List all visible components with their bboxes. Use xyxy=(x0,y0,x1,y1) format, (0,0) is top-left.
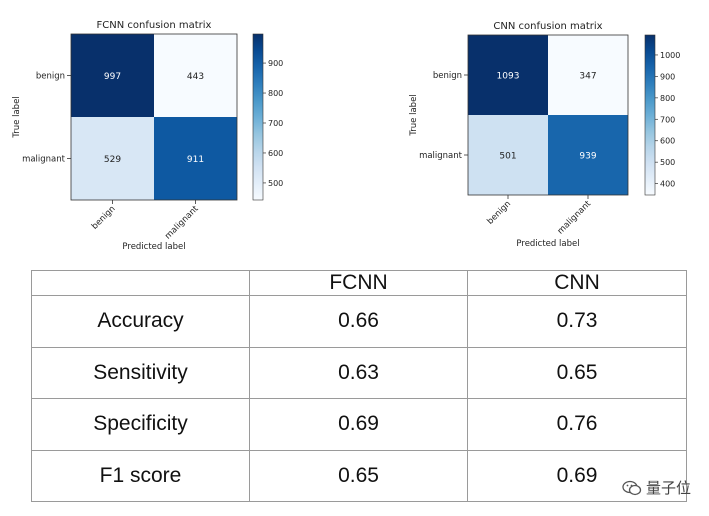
cell-value: 939 xyxy=(579,152,596,162)
table-row: F1 score 0.65 0.69 xyxy=(31,449,687,502)
metric-name: Accuracy xyxy=(31,295,250,348)
metric-name: Specificity xyxy=(31,398,250,451)
table-header-cell: CNN xyxy=(467,270,687,296)
cnn-confusion-matrix: CNN confusion matrix 1093 347 501 939 benign m… xyxy=(409,21,680,249)
y-axis-label: True label xyxy=(12,96,22,138)
chart-title: FCNN confusion matrix xyxy=(97,20,212,31)
table-row: Sensitivity 0.63 0.65 xyxy=(31,346,687,399)
matrix-cell xyxy=(468,35,548,115)
cell-value: 443 xyxy=(187,72,204,82)
fcnn-value: 0.66 xyxy=(249,295,468,348)
metric-name: Sensitivity xyxy=(31,346,250,399)
cnn-value: 0.69 xyxy=(467,449,687,502)
matrix-cell xyxy=(468,115,548,195)
y-tick-label: benign xyxy=(433,71,462,81)
matrix-cell xyxy=(154,117,237,200)
cell-value: 529 xyxy=(104,155,121,165)
x-axis-label: Predicted label xyxy=(122,242,185,252)
metrics-table: FCNN CNN Accuracy 0.66 0.73 Sensitivity … xyxy=(31,270,687,502)
matrix-cell xyxy=(548,115,628,195)
colorbar-tick-label: 600 xyxy=(268,149,283,158)
matrix-frame xyxy=(70,33,238,201)
table-header-cell: FCNN xyxy=(249,270,468,296)
chart-title: CNN confusion matrix xyxy=(493,21,602,32)
x-tick-label: benign xyxy=(90,204,118,232)
fcnn-value: 0.69 xyxy=(249,398,468,451)
y-axis-label: True label xyxy=(409,94,419,136)
cnn-value: 0.76 xyxy=(467,398,687,451)
colorbar-tick-label: 500 xyxy=(660,158,675,167)
fcnn-confusion-matrix: FCNN confusion matrix 997 443 529 911 benign m… xyxy=(12,20,283,252)
y-tick-label: malignant xyxy=(22,155,66,165)
colorbar-tick-label: 800 xyxy=(660,94,675,103)
cnn-value: 0.65 xyxy=(467,346,687,399)
colorbar xyxy=(644,34,656,196)
colorbar-tick-label: 900 xyxy=(268,59,283,68)
x-tick-label: benign xyxy=(485,199,513,227)
matrix-frame xyxy=(467,34,629,196)
matrix-cell xyxy=(548,35,628,115)
x-axis-label: Predicted label xyxy=(516,239,579,249)
watermark-text: 量子位 xyxy=(645,479,691,497)
table-row: Specificity 0.69 0.76 xyxy=(31,398,687,451)
table-header-row: FCNN CNN xyxy=(31,270,687,296)
watermark: 量子位 xyxy=(622,477,691,498)
cell-value: 911 xyxy=(187,155,204,165)
table-header-cell xyxy=(31,270,250,296)
y-tick-label: malignant xyxy=(419,151,463,161)
colorbar-tick-label: 500 xyxy=(268,179,283,188)
matrix-cell xyxy=(71,117,154,200)
x-tick-label: malignant xyxy=(556,199,594,237)
table-row: Accuracy 0.66 0.73 xyxy=(31,295,687,348)
colorbar-tick-label: 600 xyxy=(660,137,675,146)
y-tick-label: benign xyxy=(36,72,65,82)
colorbar xyxy=(252,33,264,201)
colorbar-tick-label: 1000 xyxy=(660,51,680,60)
matrix-cell xyxy=(71,34,154,117)
colorbar-tick-label: 700 xyxy=(660,115,675,124)
cell-value: 347 xyxy=(579,72,596,82)
cell-value: 997 xyxy=(104,72,121,82)
colorbar-tick-label: 800 xyxy=(268,89,283,98)
colorbar-tick-label: 700 xyxy=(268,119,283,128)
cnn-value: 0.73 xyxy=(467,295,687,348)
colorbar-tick-label: 400 xyxy=(660,180,675,189)
cell-value: 501 xyxy=(499,152,516,162)
x-tick-label: malignant xyxy=(163,204,201,242)
wechat-icon xyxy=(622,480,642,495)
fcnn-value: 0.63 xyxy=(249,346,468,399)
matrix-cell xyxy=(154,34,237,117)
colorbar-tick-label: 900 xyxy=(660,72,675,81)
cell-value: 1093 xyxy=(497,72,520,82)
fcnn-value: 0.65 xyxy=(249,449,468,502)
metric-name: F1 score xyxy=(31,449,250,502)
